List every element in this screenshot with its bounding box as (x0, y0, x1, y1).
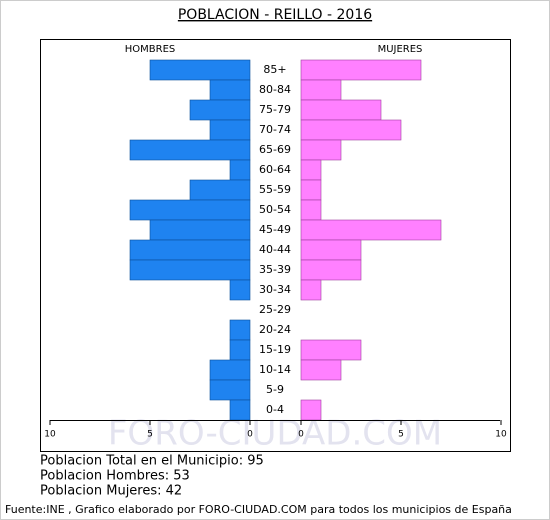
bar-male (129, 239, 251, 261)
summary-line: Poblacion Hombres: 53 (40, 469, 190, 484)
category-label: 75-79 (259, 103, 291, 116)
bar-female (300, 119, 402, 141)
bar-female (300, 359, 342, 381)
bar-male (149, 59, 251, 81)
category-label: 25-29 (259, 303, 291, 316)
bar-male (209, 379, 251, 401)
plot-frame (40, 39, 511, 452)
bar-female (300, 99, 382, 121)
bar-male (129, 259, 251, 281)
category-label: 85+ (263, 63, 286, 76)
category-label: 10-14 (259, 363, 291, 376)
bar-female (300, 339, 362, 361)
bar-female (300, 259, 362, 281)
bar-male (209, 359, 251, 381)
bar-male (229, 279, 251, 301)
legend-label: MUJERES (378, 44, 423, 55)
x-tick-label: 5 (398, 430, 404, 440)
bar-female (300, 179, 322, 201)
bar-male (229, 339, 251, 361)
category-label: 40-44 (259, 243, 291, 256)
bar-female (300, 279, 322, 301)
bar-male (229, 399, 251, 421)
bar-female (300, 59, 422, 81)
summary-line: Poblacion Total en el Municipio: 95 (40, 454, 264, 469)
x-tick-label: 0 (298, 430, 304, 440)
x-tick-label: 10 (44, 430, 56, 440)
bar-female (300, 139, 342, 161)
bar-male (209, 79, 251, 101)
category-label: 45-49 (259, 223, 291, 236)
category-label: 15-19 (259, 343, 291, 356)
watermark: FORO-CIUDAD.COM (108, 414, 442, 454)
source: Fuente:INE , Grafico elaborado por FORO-… (5, 503, 512, 516)
category-label: 20-24 (259, 323, 291, 336)
legend-label: HOMBRES (125, 44, 176, 55)
bar-female (300, 159, 322, 181)
x-tick-label: 0 (247, 430, 253, 440)
category-label: 0-4 (266, 403, 284, 416)
bar-female (300, 199, 322, 221)
x-tick-label: 5 (147, 430, 153, 440)
bar-male (229, 319, 251, 341)
bar-female (300, 79, 342, 101)
category-label: 55-59 (259, 183, 291, 196)
bar-male (229, 159, 251, 181)
category-label: 30-34 (259, 283, 291, 296)
bar-male (189, 99, 251, 121)
chart-title: POBLACION - REILLO - 2016 (178, 7, 372, 23)
category-label: 80-84 (259, 83, 291, 96)
bar-male (129, 199, 251, 221)
category-label: 35-39 (259, 263, 291, 276)
bar-male (129, 139, 251, 161)
bar-male (189, 179, 251, 201)
x-tick-label: 10 (495, 430, 507, 440)
bar-male (149, 219, 251, 241)
category-label: 5-9 (266, 383, 284, 396)
category-label: 60-64 (259, 163, 291, 176)
bar-female (300, 219, 442, 241)
category-label: 70-74 (259, 123, 291, 136)
bar-female (300, 239, 362, 261)
bar-female (300, 399, 322, 421)
bar-male (209, 119, 251, 141)
summary-line: Poblacion Mujeres: 42 (40, 484, 182, 499)
category-label: 65-69 (259, 143, 291, 156)
category-label: 50-54 (259, 203, 291, 216)
